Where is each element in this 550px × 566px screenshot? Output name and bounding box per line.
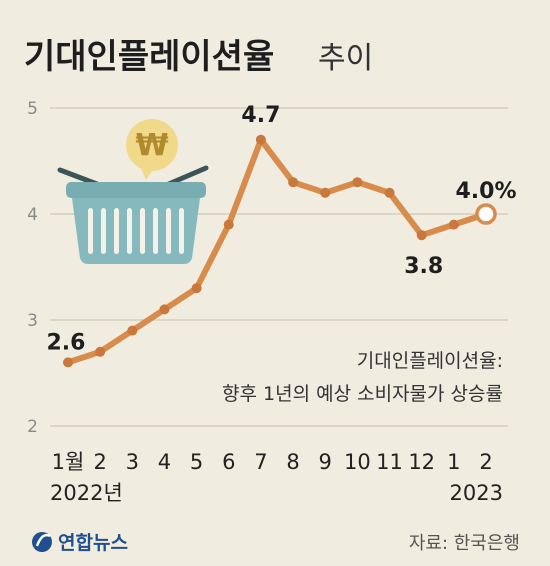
data-point-2 (95, 346, 106, 357)
year-label-2023: 2023 (450, 481, 503, 505)
data-point-7 (255, 134, 266, 145)
data-point-9 (320, 187, 331, 198)
x-tick-label-5: 5 (190, 450, 203, 474)
year-label-2022: 2022년 (50, 481, 123, 505)
data-label-14: 4.0% (455, 179, 516, 204)
yonhap-logo-icon (32, 532, 52, 552)
chart-title: 기대인플레이션율 (24, 37, 274, 77)
x-tick-label-4: 4 (158, 450, 171, 474)
annotation-line-1: 기대인플레이션율: (357, 350, 503, 372)
y-tick-label-3: 3 (27, 311, 38, 331)
data-labels: 2.6 4.7 3.8 4.0% (47, 103, 517, 356)
data-point-8 (288, 177, 299, 188)
y-axis: 2 3 4 5 (27, 99, 38, 437)
x-tick-label-8: 8 (286, 450, 299, 474)
series-expected-inflation (63, 134, 497, 368)
data-label-1: 2.6 (47, 330, 86, 355)
data-point-4 (159, 304, 170, 315)
data-point-14 (475, 203, 497, 225)
y-tick-label-5: 5 (27, 99, 38, 119)
source-text: 자료: 한국은행 (409, 533, 520, 554)
data-point-10 (352, 177, 363, 188)
data-label-7: 4.7 (241, 103, 280, 128)
data-point-1 (63, 357, 73, 368)
x-tick-label-2: 2 (93, 450, 106, 474)
chart-subtitle: 추이 (318, 41, 373, 76)
x-tick-label-11: 11 (376, 450, 403, 474)
x-tick-label-9: 9 (319, 450, 332, 474)
data-point-11 (384, 187, 395, 198)
series-line (65, 136, 489, 366)
annotation-line-2: 향후 1년의 예상 소비자물가 상승률 (222, 383, 503, 405)
logo-text: 연합뉴스 (58, 532, 128, 554)
x-tick-label-6: 6 (222, 450, 235, 474)
data-point-12 (416, 230, 427, 241)
data-label-12: 3.8 (404, 254, 443, 279)
x-tick-label-3: 3 (126, 450, 139, 474)
x-tick-label-7: 7 (254, 450, 267, 474)
x-tick-label-1: 1월 (52, 450, 85, 474)
y-tick-label-4: 4 (27, 205, 38, 225)
x-axis: 1월 2 3 4 5 6 7 8 9 10 11 12 1 2 (52, 450, 493, 474)
data-point-5 (191, 283, 202, 294)
svg-text:₩: ₩ (135, 128, 168, 163)
x-tick-label-14: 2 (479, 450, 492, 474)
data-point-3 (127, 325, 138, 336)
y-tick-label-2: 2 (27, 417, 38, 437)
shopping-basket-with-won-coin-icon: ₩ (57, 119, 209, 264)
x-tick-label-13: 1 (447, 450, 460, 474)
data-point-6 (223, 219, 234, 230)
x-tick-label-12: 12 (408, 450, 435, 474)
x-tick-label-10: 10 (344, 450, 371, 474)
data-point-13 (448, 219, 459, 230)
